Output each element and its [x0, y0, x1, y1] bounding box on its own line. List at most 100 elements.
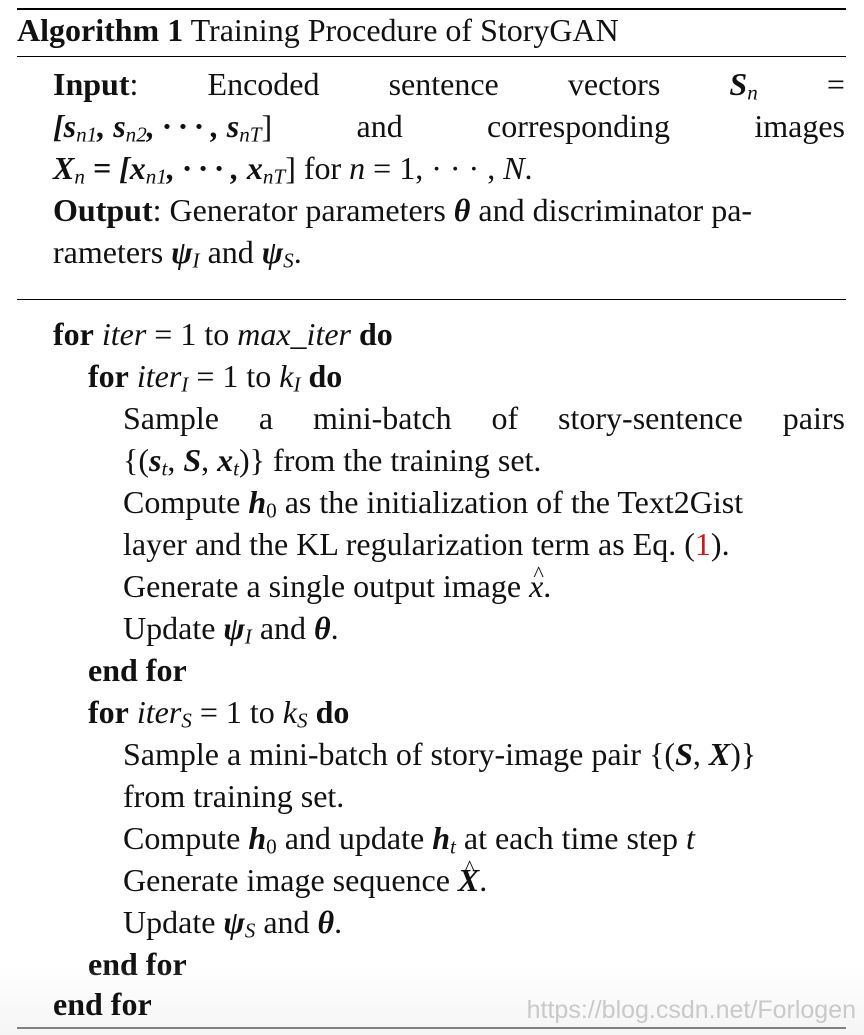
code-text: ,	[201, 442, 218, 478]
keyword-for: for	[53, 316, 94, 352]
input-line-1: Input: Encoded sentence vectors Sn =	[53, 66, 845, 105]
code-text: and update	[276, 820, 433, 856]
math-symbol: h	[432, 820, 450, 856]
algorithm-title: Training Procedure of StoryGAN	[190, 12, 619, 48]
code-text: Sample a mini-batch of story-image pair …	[123, 736, 676, 772]
code-text: and	[255, 904, 318, 940]
math-symbol: s	[149, 442, 162, 478]
math-symbol: X	[53, 150, 75, 186]
math-symbol: iter	[136, 358, 182, 394]
math-symbol: ψ	[223, 610, 245, 646]
code-text: as the initialization of the Text2Gist	[276, 484, 744, 520]
keyword-end-for: end for	[53, 986, 152, 1022]
code-text: .	[330, 610, 339, 646]
input-word: and	[356, 108, 403, 144]
code-word: story-sentence	[558, 400, 743, 436]
code-text: ).	[710, 526, 730, 562]
input-word: corresponding	[486, 108, 671, 144]
keyword-do: do	[308, 358, 343, 394]
code-text: {(	[123, 442, 150, 478]
code-word: pairs	[782, 400, 845, 436]
math-symbol: S	[729, 66, 748, 102]
equation-reference-link[interactable]: 1	[694, 526, 711, 562]
math-subscript: n1	[76, 122, 98, 147]
code-text: .	[543, 568, 552, 604]
math-symbol: = [x	[84, 150, 146, 186]
math-symbol: iter	[136, 694, 182, 730]
math-subscript: S	[297, 708, 308, 733]
output-label: Output	[53, 192, 153, 228]
input-line-2: [sn1, sn2, · · · , snT] and correspondin…	[53, 106, 845, 146]
math-symbol: S	[675, 736, 693, 772]
math-symbol: x	[529, 554, 544, 606]
math-subscript: 0	[266, 498, 277, 523]
compute-i-line-2: layer and the KL regularization term as …	[123, 524, 845, 564]
keyword-do: do	[358, 316, 393, 352]
code-text: Generate image sequence	[123, 862, 458, 898]
header-rule	[17, 56, 846, 57]
code-word: Sample	[123, 400, 219, 436]
end-for-outer: end for	[53, 984, 845, 1024]
math-symbol: n	[349, 150, 366, 186]
math-subscript: I	[244, 624, 252, 649]
input-word: images	[754, 108, 845, 144]
output-text: rameters	[53, 234, 172, 270]
math-symbol: ψ	[171, 234, 193, 270]
sample-i-line-2: {(st, S, xt)} from the training set.	[123, 440, 845, 480]
math-symbol: iter	[101, 316, 147, 352]
code-word: a	[258, 400, 274, 436]
update-s-line: Update ψS and θ.	[123, 902, 845, 942]
math-subscript: nT	[239, 122, 262, 147]
inner-for-i-line: for iterI = 1 to kI do	[88, 356, 845, 396]
code-text: .	[334, 904, 343, 940]
math-symbol: t	[685, 820, 695, 856]
section-rule	[17, 299, 846, 300]
math-symbol: [s	[53, 108, 77, 144]
math-subscript: S	[244, 918, 256, 943]
code-text: Compute	[123, 820, 249, 856]
math-symbol: =	[826, 66, 845, 102]
output-text: and discriminator pa-	[470, 192, 753, 228]
math-symbol: θ	[453, 192, 471, 228]
code-text: Update	[123, 904, 224, 940]
input-text: .	[524, 150, 533, 186]
input-word: vectors	[567, 66, 661, 102]
keyword-for: for	[88, 358, 129, 394]
code-text: Update	[123, 610, 224, 646]
generate-i-line: Generate a single output image x.	[123, 554, 845, 606]
math-subscript: 0	[266, 834, 277, 859]
code-text: at each time step	[455, 820, 686, 856]
math-subscript: n2	[125, 122, 147, 147]
math-subscript: I	[181, 372, 189, 397]
math-subscript: n	[74, 164, 85, 189]
input-text: ] for	[285, 150, 350, 186]
math-subscript: t	[161, 456, 168, 481]
outer-for-line: for iter = 1 to max_iter do	[53, 314, 845, 354]
code-text: .	[479, 862, 488, 898]
code-text: from training set.	[123, 778, 345, 814]
math-symbol: , s	[97, 108, 126, 144]
output-text: : Generator parameters	[152, 192, 454, 228]
math-symbol: ψ	[261, 234, 284, 270]
math-symbol: ]	[261, 108, 273, 144]
math-subscript: S	[283, 248, 294, 273]
end-for-inner-i: end for	[88, 650, 845, 690]
math-symbol: ψ	[223, 904, 245, 940]
math-subscript: t	[233, 456, 240, 481]
bottom-shade	[0, 965, 864, 1035]
math-symbol: h	[248, 820, 267, 856]
input-line-3: Xn = [xn1, · · · , xnT] for n = 1, · · ·…	[53, 148, 845, 188]
math-subscript: S	[181, 708, 192, 733]
code-text: = 1 to	[188, 358, 280, 394]
output-text: .	[293, 234, 302, 270]
math-symbol: , · · · , x	[166, 150, 263, 186]
code-text: ,	[167, 442, 184, 478]
input-text: = 1, · · · ,	[365, 150, 504, 186]
math-symbol: h	[248, 484, 267, 520]
input-word: sentence	[388, 66, 499, 102]
math-symbol: S	[183, 442, 202, 478]
math-symbol: θ	[317, 904, 335, 940]
output-line-2: rameters ψI and ψS.	[53, 232, 845, 272]
math-symbol: N	[503, 150, 525, 186]
sample-i-line-1: Sample a mini-batch of story-sentence pa…	[123, 398, 845, 438]
